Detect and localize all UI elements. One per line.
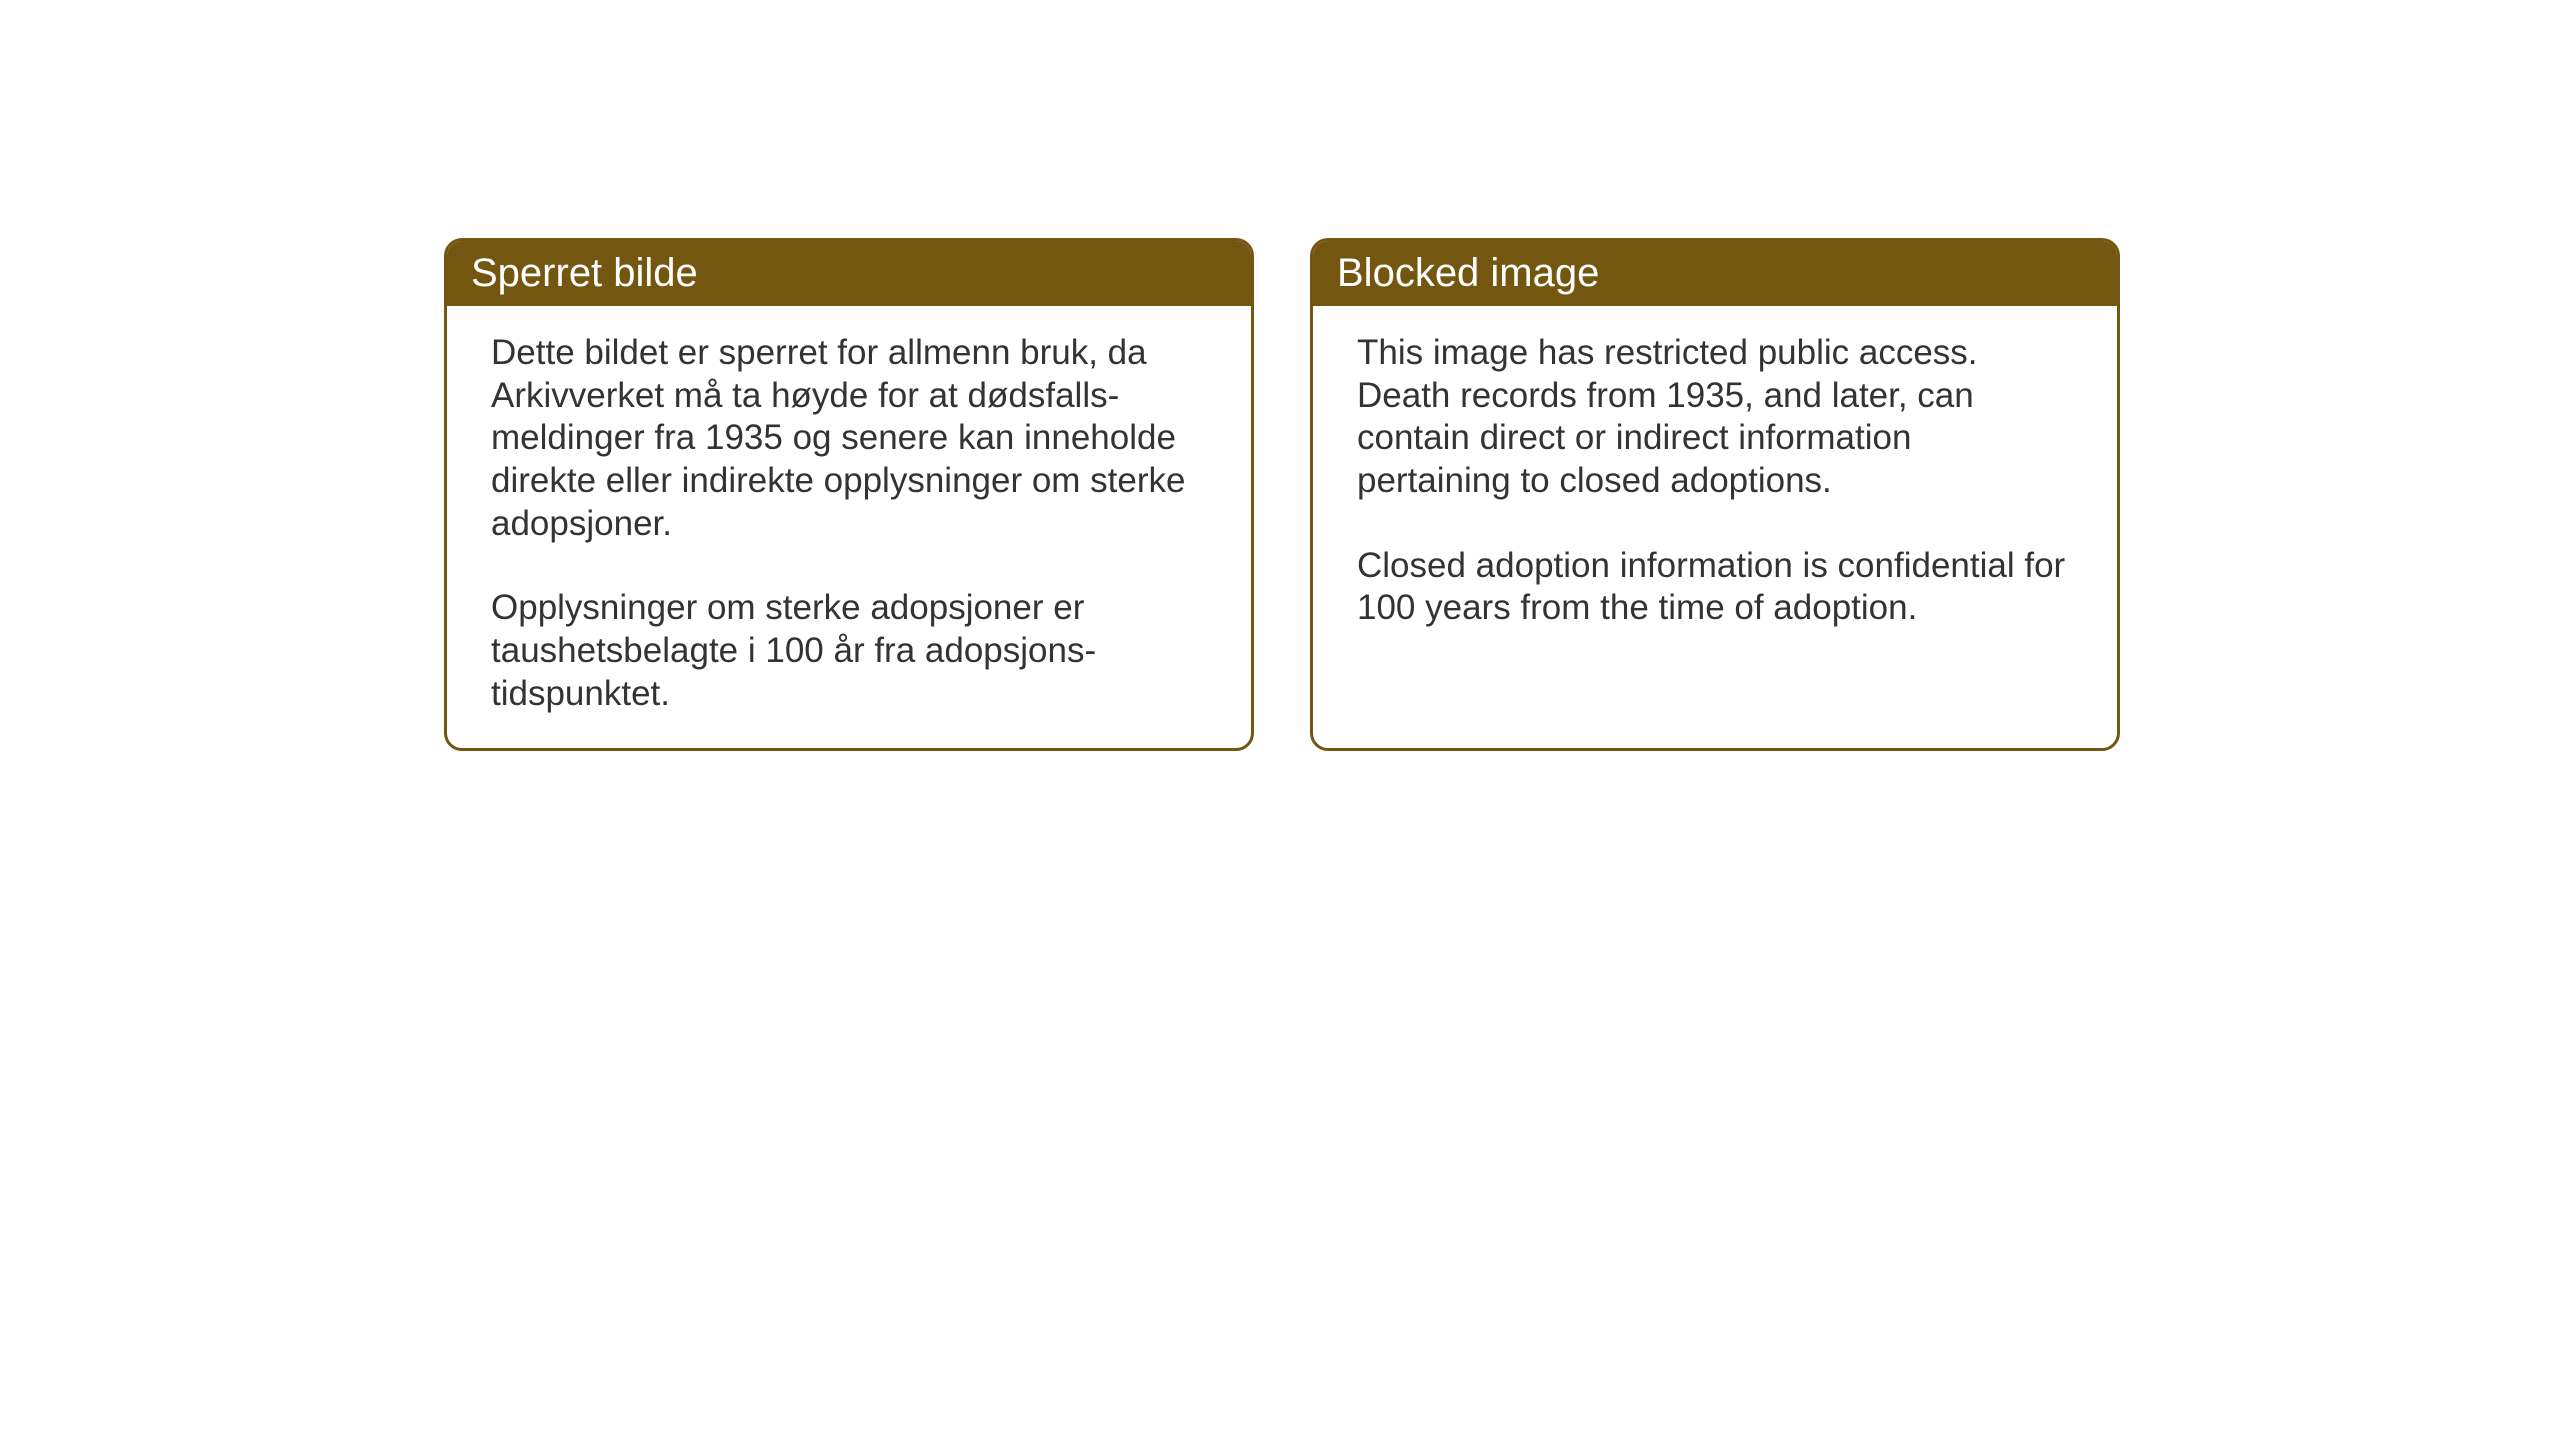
card-body-norwegian: Dette bildet er sperret for allmenn bruk… — [447, 306, 1251, 750]
card-header-english: Blocked image — [1313, 241, 2117, 306]
card-title-norwegian: Sperret bilde — [471, 251, 698, 295]
notice-container: Sperret bilde Dette bildet er sperret fo… — [444, 238, 2120, 751]
card-title-english: Blocked image — [1337, 251, 1599, 295]
notice-card-english: Blocked image This image has restricted … — [1310, 238, 2120, 751]
card-paragraph2-english: Closed adoption information is confident… — [1357, 545, 2073, 630]
card-header-norwegian: Sperret bilde — [447, 241, 1251, 306]
card-paragraph1-english: This image has restricted public access.… — [1357, 332, 2073, 503]
card-body-english: This image has restricted public access.… — [1313, 306, 2117, 748]
card-paragraph2-norwegian: Opplysninger om sterke adopsjoner er tau… — [491, 587, 1207, 715]
card-paragraph1-norwegian: Dette bildet er sperret for allmenn bruk… — [491, 332, 1207, 545]
notice-card-norwegian: Sperret bilde Dette bildet er sperret fo… — [444, 238, 1254, 751]
